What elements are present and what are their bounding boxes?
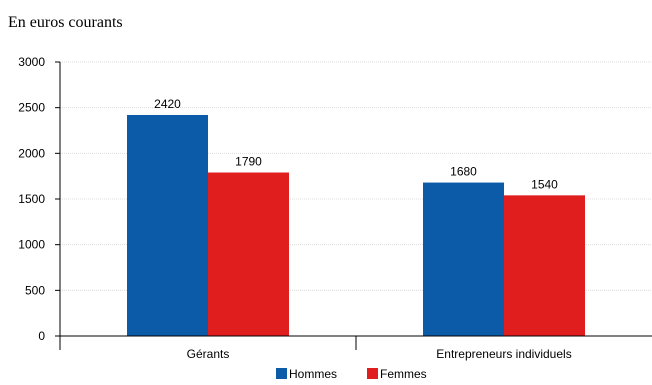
bar: [127, 114, 208, 337]
y-tick-label: 3000: [18, 55, 45, 69]
y-tick-label: 1000: [18, 238, 45, 252]
chart-title: En euros courants: [8, 14, 123, 31]
data-label: 2420: [154, 97, 181, 111]
data-label: 1790: [235, 155, 262, 169]
data-label: 1680: [450, 165, 477, 179]
axes: 0 500 1000 1500 2000 2500 3000 Gérants Entrepren…: [18, 55, 652, 361]
y-tick-label: 1500: [18, 192, 45, 206]
y-tick-label: 2500: [18, 101, 45, 115]
data-label: 1540: [531, 177, 558, 191]
legend-swatch: [367, 368, 378, 379]
legend: Hommes Femmes: [276, 367, 427, 381]
x-tick-label: Entrepreneurs individuels: [436, 347, 571, 361]
bar: [504, 195, 585, 336]
bars: 2420 1790 1680 1540: [127, 97, 585, 337]
y-tick-label: 0: [38, 329, 45, 343]
legend-label: Femmes: [380, 367, 427, 381]
legend-label: Hommes: [289, 367, 337, 381]
y-tick-label: 2000: [18, 146, 45, 160]
legend-swatch: [276, 368, 287, 379]
y-tick-label: 500: [25, 283, 45, 297]
bar: [423, 182, 504, 336]
bar: [208, 172, 289, 336]
x-tick-label: Gérants: [187, 347, 230, 361]
